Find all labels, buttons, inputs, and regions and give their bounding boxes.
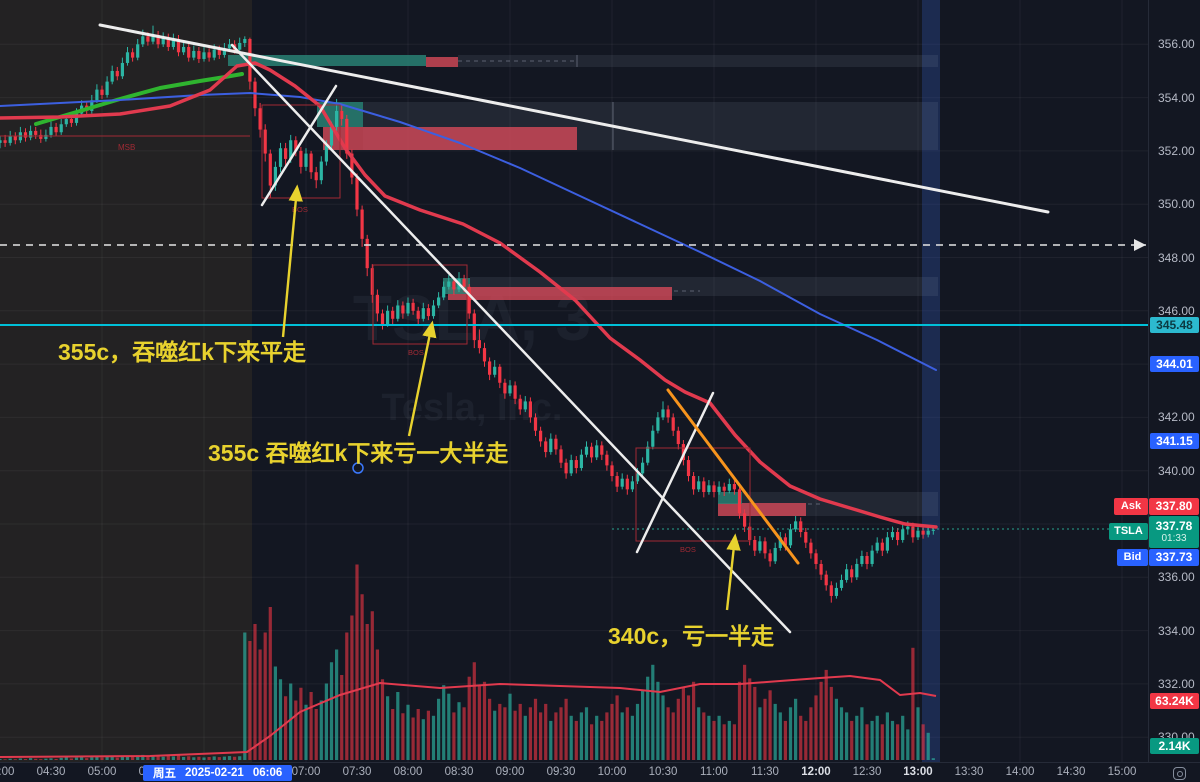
time-axis-label: 07:30 <box>342 766 372 778</box>
last-price-value: 337.78 <box>1155 519 1193 533</box>
chart-settings-icon[interactable] <box>1173 767 1186 780</box>
trendline-upper-white[interactable] <box>98 23 1050 214</box>
price-axis-label: 356.00 <box>1158 37 1195 51</box>
symbol-tag: TSLA <box>1109 523 1148 540</box>
time-axis-label: 13:00 <box>903 766 933 778</box>
bid-value: 337.73 <box>1149 549 1199 566</box>
time-axis-label: 13:30 <box>954 766 984 778</box>
bid-tag: Bid <box>1117 549 1148 566</box>
trendline-rising-1[interactable] <box>260 84 338 207</box>
premarket-session-shading <box>0 0 252 762</box>
price-axis-label: 354.00 <box>1158 91 1195 105</box>
ask-value: 337.80 <box>1149 498 1199 515</box>
last-price-badge: 337.78 01:33 <box>1149 516 1199 548</box>
drawing-anchor-handle[interactable] <box>352 462 364 474</box>
supply-demand-zone-red[interactable] <box>426 57 458 67</box>
time-axis-label: 07:00 <box>291 766 321 778</box>
ma-red <box>0 61 938 529</box>
price-axis-label: 340.00 <box>1158 464 1195 478</box>
annotation-340c-half-loss-exit[interactable]: 340c，亏一半走 <box>608 623 774 649</box>
annotation-355c-big-loss-exit[interactable]: 355c 吞噬红k下来亏一大半走 <box>208 440 508 466</box>
chart-settings-icon-dot <box>1176 770 1183 777</box>
last-volume-value-badge: 2.14K <box>1150 738 1199 754</box>
volume-ma-value-badge: 63.24K <box>1150 693 1199 709</box>
time-axis-label: 12:30 <box>852 766 882 778</box>
time-axis-label: 04:00 <box>0 766 15 778</box>
bos-structure-box <box>635 447 751 542</box>
time-axis-label: 09:00 <box>495 766 525 778</box>
price-axis-label: 334.00 <box>1158 624 1195 638</box>
time-axis-label: 14:00 <box>1005 766 1035 778</box>
bos-structure-box <box>372 264 468 345</box>
price-line-arrow-icon <box>1134 239 1146 251</box>
annotation-355c-flat-exit[interactable]: 355c，吞噬红k下来平走 <box>58 339 306 365</box>
price-axis-label: 350.00 <box>1158 197 1195 211</box>
time-axis-label: 08:30 <box>444 766 474 778</box>
date-navigation-badge[interactable]: 周五 2025-02-21 06:06 <box>143 765 293 781</box>
time-axis-label: 12:00 <box>801 766 831 778</box>
price-axis[interactable]: 356.00 354.00 352.00 350.00 348.00 346.00 342.… <box>1148 0 1200 762</box>
trendline-rising-2[interactable] <box>635 391 715 554</box>
supply-demand-zone-red[interactable] <box>448 287 672 300</box>
supply-demand-zone-gray[interactable] <box>458 55 938 67</box>
time-axis-label: 10:30 <box>648 766 678 778</box>
time-axis-label: 05:00 <box>87 766 117 778</box>
bos-label: BOS <box>408 348 424 357</box>
time-axis-label: 10:00 <box>597 766 627 778</box>
time-axis-label: 11:30 <box>751 766 779 778</box>
trendline-orange[interactable] <box>666 388 800 565</box>
date-badge-date: 2025-02-21 <box>185 767 244 779</box>
bar-countdown: 01:33 <box>1161 533 1187 544</box>
trendline-steep-white[interactable] <box>230 43 792 634</box>
volume-ma-line <box>0 674 937 758</box>
price-level-badge-345-48: 345.48 <box>1150 317 1199 333</box>
time-axis-label: 08:00 <box>393 766 423 778</box>
bos-label: BOS <box>292 205 308 214</box>
annotation-arrow[interactable] <box>407 320 437 437</box>
bos-label: BOS <box>680 545 696 554</box>
volume-bars <box>0 564 935 760</box>
price-axis-label: 352.00 <box>1158 144 1195 158</box>
time-axis-label: 09:30 <box>546 766 576 778</box>
price-axis-label: 332.00 <box>1158 677 1195 691</box>
annotation-arrow[interactable] <box>281 184 303 338</box>
time-axis-label: 04:30 <box>36 766 66 778</box>
price-axis-label: 346.00 <box>1158 304 1195 318</box>
time-axis-label: 11:00 <box>700 766 728 778</box>
time-axis[interactable]: 04:0004:3005:0005:3007:0007:3008:0008:30… <box>0 762 1200 782</box>
date-badge-day: 周五 <box>153 768 176 780</box>
time-axis-label: 15:00 <box>1107 766 1137 778</box>
price-axis-label: 348.00 <box>1158 251 1195 265</box>
price-axis-label: 336.00 <box>1158 570 1195 584</box>
price-axis-label: 342.00 <box>1158 410 1195 424</box>
ma-blue <box>0 92 937 371</box>
ask-tag: Ask <box>1114 498 1148 515</box>
supply-demand-zone-teal[interactable] <box>228 55 426 66</box>
msb-label: MSB <box>118 143 135 152</box>
date-badge-time: 06:06 <box>252 767 283 779</box>
annotation-arrow[interactable] <box>725 533 741 611</box>
price-level-badge-344-01: 344.01 <box>1150 356 1199 372</box>
price-level-badge-341-15: 341.15 <box>1150 433 1199 449</box>
time-axis-label: 14:30 <box>1056 766 1086 778</box>
